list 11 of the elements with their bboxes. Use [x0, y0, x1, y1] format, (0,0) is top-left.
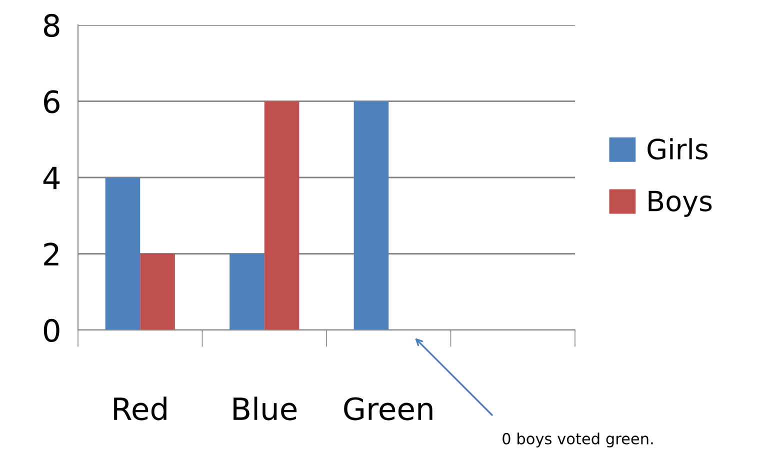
text: 0 boys voted green.	[502, 432, 653, 448]
x-tick-label: Green	[344, 397, 432, 420]
y-tick-label: 8	[44, 14, 60, 38]
x-tick-label: Blue	[234, 396, 297, 420]
legend-label: Girls	[648, 138, 708, 160]
y-tick-label: 4	[43, 166, 60, 190]
y-tick-label: 0	[44, 318, 60, 342]
x-tick-label: Red	[114, 396, 166, 420]
legend-label: Boys	[648, 190, 712, 217]
y-tick-label: 6	[44, 90, 60, 114]
y-tick-label: 2	[44, 242, 58, 266]
